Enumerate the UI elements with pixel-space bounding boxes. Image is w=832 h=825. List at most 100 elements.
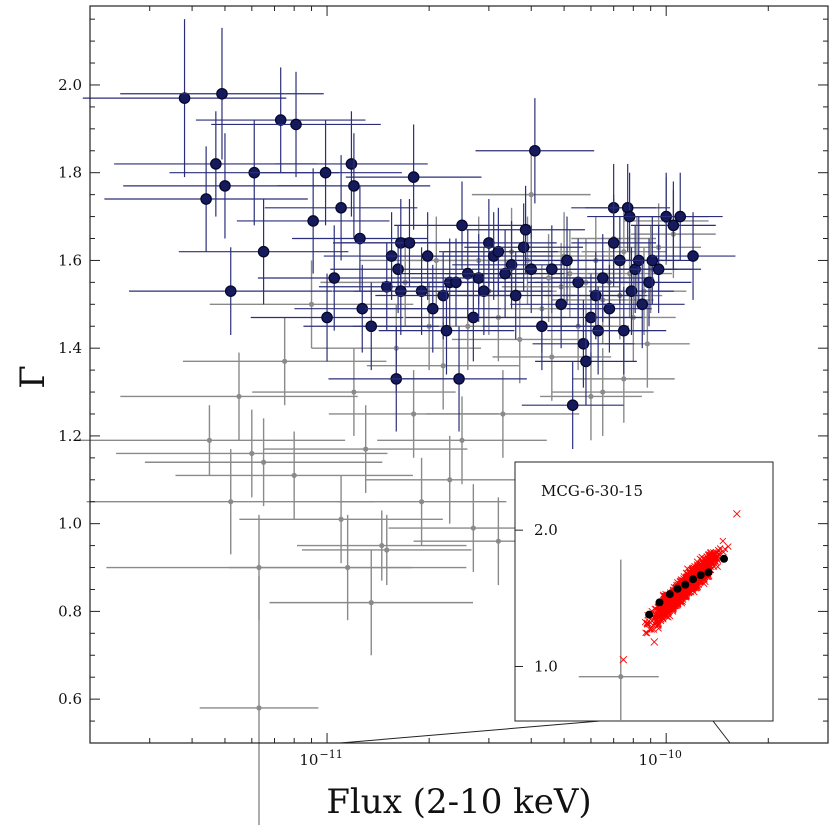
- data-point: [354, 232, 366, 245]
- y-axis-label: Γ: [13, 365, 53, 389]
- inset-sample-mark: [702, 561, 709, 569]
- inset-sample-mark: [701, 559, 708, 567]
- inset-sample-mark: [685, 569, 693, 576]
- data-point: [545, 275, 552, 281]
- x-stroke: [642, 629, 649, 637]
- grey-point-24: [377, 396, 547, 485]
- data-point: [290, 118, 302, 131]
- data-point: [618, 324, 630, 337]
- data-point: [509, 289, 522, 302]
- data-point: [549, 354, 555, 360]
- data-point: [447, 477, 453, 483]
- x-stroke: [651, 613, 659, 621]
- data-point: [483, 237, 495, 249]
- grey-point-23: [364, 435, 535, 524]
- grey-point-9: [239, 475, 443, 564]
- data-point: [499, 267, 511, 280]
- data-point: [529, 144, 541, 157]
- blue-point-62: [551, 234, 654, 322]
- inset-sample-mark: [654, 614, 662, 622]
- inset-sample-mark: [642, 629, 649, 637]
- grey-point-14: [296, 510, 467, 581]
- data-point: [365, 320, 378, 333]
- data-point: [572, 276, 584, 289]
- grey-point-3: [116, 409, 388, 498]
- data-point: [621, 376, 627, 382]
- x-stroke: [657, 610, 665, 618]
- data-point: [411, 411, 417, 417]
- data-point: [178, 92, 191, 104]
- x-stroke: [677, 590, 685, 598]
- blue-point-53: [510, 260, 612, 349]
- inset-sample-mark: [657, 610, 665, 618]
- blue-point-80: [650, 212, 736, 300]
- data-point: [646, 254, 659, 267]
- inset-panel: 1.0 2.0 MCG-6-30-15: [339, 461, 774, 744]
- inset-sample-mark: [733, 509, 741, 518]
- blue-point-10: [236, 168, 390, 274]
- data-point: [348, 180, 360, 192]
- data-point: [338, 516, 344, 522]
- data-point: [517, 241, 530, 254]
- x-stroke: [643, 629, 651, 637]
- grey-point-13: [269, 549, 473, 656]
- x-stroke: [651, 605, 659, 613]
- blue-point-73: [599, 260, 685, 349]
- data-point: [291, 472, 297, 478]
- data-point: [384, 547, 390, 553]
- blue-point-58: [535, 317, 637, 406]
- data-point: [426, 302, 439, 315]
- inset-sample-mark: [651, 605, 659, 613]
- data-point: [328, 272, 341, 284]
- grey-point-15: [301, 514, 472, 586]
- x-stroke: [683, 573, 691, 581]
- data-point: [589, 289, 602, 302]
- x-stroke: [682, 592, 690, 600]
- data-point: [345, 564, 351, 571]
- data-point: [667, 219, 680, 232]
- inset-sample-mark: [700, 580, 708, 588]
- data-point: [351, 389, 357, 395]
- data-point: [437, 289, 449, 302]
- inset-outlier-point: [618, 674, 624, 680]
- data-point: [644, 341, 650, 347]
- x-stroke: [702, 561, 709, 569]
- x-stroke: [678, 588, 685, 595]
- y-tick-label: 0.6: [58, 690, 82, 708]
- blue-point-34: [388, 238, 524, 327]
- x-stroke: [701, 559, 708, 567]
- data-point: [236, 393, 242, 400]
- blue-point-48: [466, 185, 585, 274]
- inset-sample-mark: [711, 550, 719, 557]
- blue-point-9: [211, 71, 381, 178]
- grey-point-5: [144, 418, 383, 507]
- x-stroke: [724, 543, 732, 550]
- data-point: [566, 399, 579, 412]
- grey-point-33: [451, 295, 588, 384]
- data-point: [261, 459, 267, 465]
- x-stroke: [650, 638, 659, 646]
- data-point: [577, 337, 590, 350]
- inset-sample-mark: [721, 545, 729, 553]
- y-tick-label: 1.2: [58, 427, 82, 445]
- blue-point-19: [303, 282, 440, 371]
- grey-point-30: [426, 370, 580, 458]
- blue-point-41: [421, 199, 557, 287]
- data-point: [440, 324, 453, 337]
- x-axis-label: Flux (2-10 keV): [326, 782, 591, 822]
- x-stroke: [721, 545, 729, 553]
- data-point: [282, 358, 288, 364]
- x-stroke: [692, 566, 700, 573]
- x-stroke: [664, 603, 671, 611]
- grey-point-1: [86, 449, 375, 555]
- x-stroke: [660, 615, 667, 623]
- x-stroke: [733, 509, 741, 518]
- x-stroke: [680, 575, 687, 582]
- data-point: [319, 166, 332, 179]
- x-stroke: [619, 655, 628, 664]
- inset-sample-mark: [719, 537, 727, 545]
- x-stroke: [643, 621, 651, 628]
- x-stroke: [702, 563, 709, 571]
- data-point: [687, 250, 699, 262]
- data-point: [500, 411, 506, 417]
